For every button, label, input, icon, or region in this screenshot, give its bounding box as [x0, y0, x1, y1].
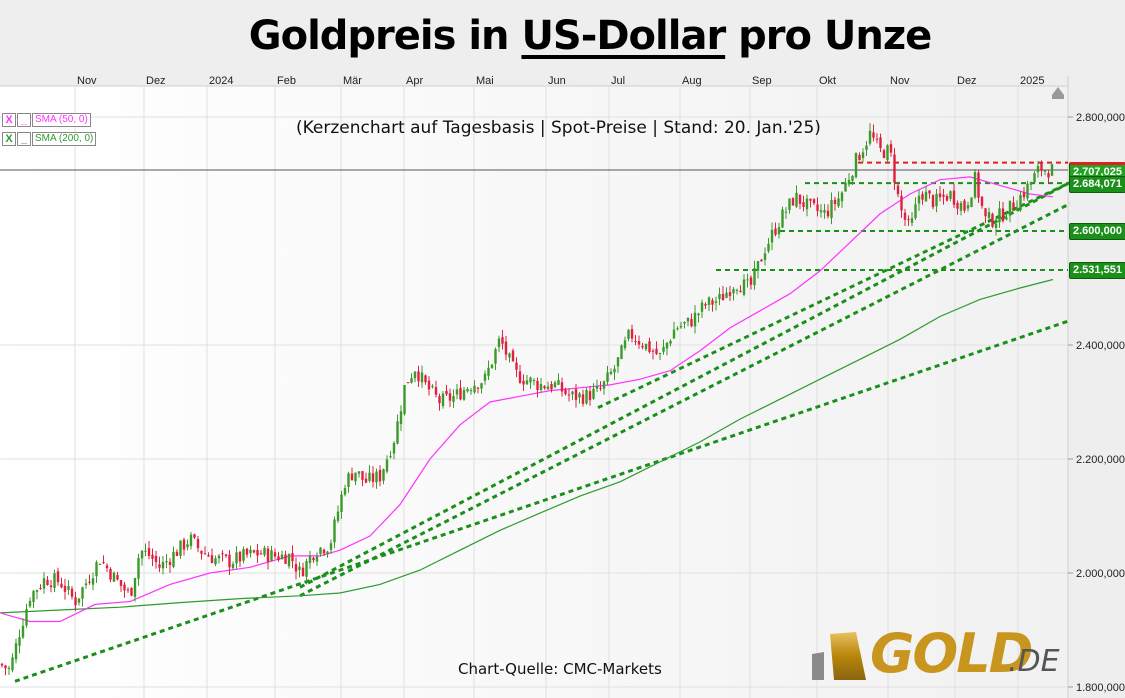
gold-de-logo: GOLD .DE	[808, 622, 1070, 685]
level-tag: 2.600,000	[1069, 223, 1125, 240]
sma-200-line	[0, 278, 1054, 614]
logo-tld: .DE	[1008, 644, 1060, 679]
svg-text:2024: 2024	[209, 75, 233, 87]
svg-text:2.400,000: 2.400,000	[1076, 340, 1125, 352]
level-tag: 2.531,551	[1069, 262, 1125, 279]
logo-text: GOLD	[870, 622, 1033, 685]
svg-text:2.000,000: 2.000,000	[1076, 568, 1125, 580]
svg-text:Dez: Dez	[146, 75, 166, 87]
title-suffix: pro Unze	[725, 13, 932, 59]
svg-text:2025: 2025	[1020, 75, 1044, 87]
svg-text:2.200,000: 2.200,000	[1076, 454, 1125, 466]
svg-text:Dez: Dez	[957, 75, 977, 87]
scroll-up-arrow-icon[interactable]	[1052, 87, 1064, 99]
svg-text:Mai: Mai	[476, 75, 494, 87]
chart-source: Chart-Quelle: CMC-Markets	[458, 660, 662, 678]
close-icon[interactable]: X	[2, 132, 16, 146]
logo-bars-icon	[812, 632, 866, 680]
svg-text:Mär: Mär	[343, 75, 362, 87]
grid-lines	[0, 86, 1073, 698]
svg-text:Nov: Nov	[77, 75, 97, 87]
y-axis-labels: 1.800,000 2.000,000 2.200,000 2.400,000 2.80…	[1076, 112, 1125, 694]
legend-item-sma200: X _ SMA (200, 0)	[2, 131, 97, 147]
sma-50-line	[0, 176, 1054, 623]
page-title: Goldpreis in US-Dollar pro Unze	[0, 0, 1125, 72]
x-axis-labels: Nov Dez 2024 Feb Mär Apr Mai Jun Jul Aug Sep Okt Nov…	[77, 75, 1044, 87]
svg-text:Feb: Feb	[277, 75, 296, 87]
svg-text:2.800,000: 2.800,000	[1076, 112, 1125, 124]
horizontal-levels	[716, 161, 1068, 272]
svg-text:Nov: Nov	[890, 75, 910, 87]
chart-subtitle: (Kerzenchart auf Tagesbasis | Spot-Preis…	[296, 118, 821, 138]
svg-text:Jul: Jul	[611, 75, 625, 87]
svg-text:Okt: Okt	[819, 75, 836, 87]
title-prefix: Goldpreis in	[248, 13, 522, 59]
close-icon[interactable]: X	[2, 113, 16, 127]
indicator-legend: X _ SMA (50, 0) X _ SMA (200, 0)	[2, 112, 97, 150]
svg-text:1.800,000: 1.800,000	[1076, 682, 1125, 694]
candlesticks	[0, 123, 1054, 676]
legend-item-sma50: X _ SMA (50, 0)	[2, 112, 96, 128]
legend-label[interactable]: SMA (200, 0)	[32, 132, 97, 146]
line-style-icon[interactable]: _	[17, 113, 31, 127]
legend-label[interactable]: SMA (50, 0)	[32, 113, 91, 127]
title-underlined: US-Dollar	[521, 13, 726, 59]
svg-text:Sep: Sep	[752, 75, 772, 87]
svg-text:Apr: Apr	[406, 75, 423, 87]
level-tag: 2.684,071	[1069, 176, 1125, 193]
svg-text:Aug: Aug	[682, 75, 702, 87]
plot-area	[0, 86, 1068, 698]
svg-text:Jun: Jun	[548, 75, 566, 87]
line-style-icon[interactable]: _	[17, 132, 31, 146]
